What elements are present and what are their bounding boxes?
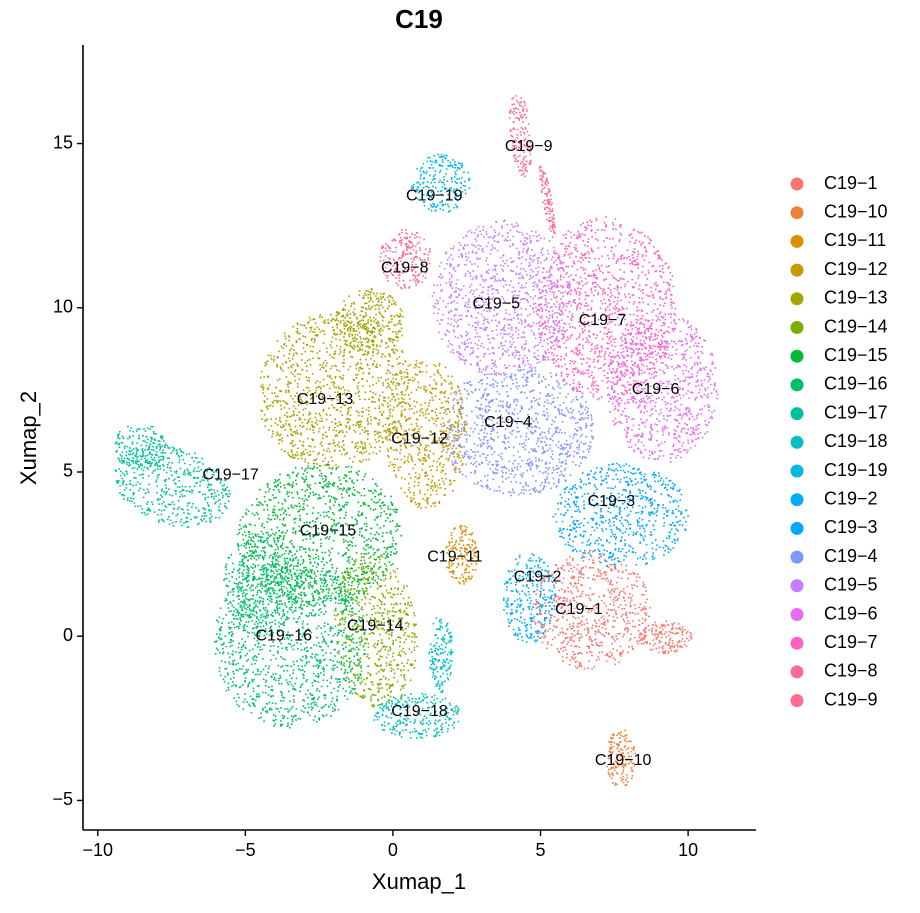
cluster-label: C19−9: [505, 138, 553, 155]
cluster-label: C19−18: [391, 703, 448, 720]
legend-label: C19−17: [824, 402, 888, 422]
cluster-label: C19−5: [472, 296, 520, 313]
point-cloud-C19−10: [606, 729, 637, 787]
legend-label: C19−2: [824, 488, 878, 508]
legend-swatch: [790, 349, 804, 363]
x-axis-title: Xumap_1: [372, 869, 466, 894]
point-cloud-C19−18: [373, 617, 460, 739]
legend-swatch: [790, 579, 804, 593]
legend-label: C19−3: [824, 517, 878, 537]
legend-swatch: [790, 694, 804, 708]
legend-label: C19−11: [824, 230, 886, 250]
legend-swatch: [790, 378, 804, 392]
point-cloud-C19−3: [552, 462, 689, 568]
y-axis-title: Xumap_2: [16, 391, 41, 485]
cluster-label: C19−17: [202, 466, 259, 483]
cluster-label: C19−1: [555, 601, 603, 618]
cluster-label: C19−4: [484, 414, 532, 431]
point-cloud-C19−15: [236, 462, 402, 608]
legend-swatch: [790, 493, 804, 507]
cluster-label: C19−13: [297, 391, 354, 408]
axes: −10 −5 0 5 10 −5 0 5 10 15: [52, 45, 756, 860]
cluster-label: C19−3: [588, 493, 636, 510]
point-cloud-C19−1: [532, 550, 693, 670]
legend-swatch: [790, 177, 804, 191]
legend-swatch: [790, 435, 804, 449]
point-cloud-C19−19: [411, 153, 471, 213]
legend-swatch: [790, 608, 804, 621]
legend-label: C19−4: [824, 546, 878, 566]
y-tick-label: 0: [63, 625, 73, 645]
legend-swatch: [790, 263, 804, 277]
cluster-label: C19−16: [255, 627, 312, 644]
cluster-label: C19−6: [632, 381, 680, 398]
legend-swatch: [790, 636, 804, 650]
point-cloud-C19−2: [503, 553, 557, 643]
legend-label: C19−6: [824, 603, 878, 623]
y-tick-label: 5: [63, 461, 73, 481]
legend-swatch: [790, 206, 804, 220]
point-cloud-C19−4: [441, 364, 594, 497]
x-tick-label: 10: [678, 840, 698, 860]
legend-label: C19−18: [824, 431, 888, 451]
legend-label: C19−9: [824, 689, 878, 709]
cluster-label: C19−8: [381, 260, 429, 277]
point-cloud-C19−13: [260, 288, 411, 469]
x-tick-label: 5: [536, 840, 546, 860]
point-cloud-C19−9: [509, 95, 557, 238]
cluster-label: C19−19: [406, 187, 463, 204]
point-cloud-C19−5: [431, 219, 575, 379]
cluster-labels: C19−1 C19−10 C19−11 C19−12 C19−13 C19−14 C19−1…: [202, 138, 679, 769]
legend-label: C19−10: [824, 201, 888, 221]
legend-label: C19−15: [824, 345, 888, 365]
point-cloud-C19−11: [445, 525, 478, 585]
legend-swatch: [790, 292, 804, 306]
point-cloud-C19−7: [535, 216, 677, 401]
x-tick-label: −10: [82, 840, 113, 860]
legend-label: C19−7: [824, 632, 878, 652]
legend-label: C19−16: [824, 374, 888, 394]
y-tick-label: −5: [52, 789, 73, 809]
legend-swatch: [790, 521, 804, 535]
legend-swatch: [790, 550, 804, 564]
legend-swatch: [790, 665, 804, 679]
point-cloud-C19−17: [114, 425, 231, 528]
cluster-label: C19−10: [595, 752, 652, 769]
legend-label: C19−5: [824, 575, 878, 595]
cluster-label: C19−11: [427, 549, 482, 566]
legend-label: C19−13: [824, 288, 888, 308]
cluster-label: C19−2: [514, 568, 562, 585]
legend-swatch: [790, 464, 804, 478]
x-tick-label: −5: [235, 840, 256, 860]
legend-label: C19−14: [824, 316, 888, 336]
legend-label: C19−12: [824, 259, 888, 279]
legend-swatch: [790, 407, 804, 421]
cluster-label: C19−12: [391, 430, 448, 447]
point-cloud-C19−8: [379, 229, 431, 290]
x-tick-label: 0: [388, 840, 398, 860]
cluster-label: C19−14: [347, 618, 404, 635]
cluster-label: C19−15: [300, 522, 357, 539]
legend-swatch: [790, 321, 804, 334]
cluster-label: C19−7: [579, 312, 627, 329]
chart-title: C19: [395, 4, 443, 34]
legend-label: C19−19: [824, 460, 888, 480]
legend-label: C19−1: [824, 173, 878, 193]
y-tick-label: 10: [53, 297, 73, 317]
legend-swatch: [790, 234, 804, 248]
y-tick-label: 15: [53, 132, 73, 152]
legend: C19−1 C19−10 C19−11 C19−12 C19−13 C19−14 C19−1…: [790, 173, 888, 709]
legend-label: C19−8: [824, 661, 878, 681]
point-cloud-C19−16: [214, 532, 366, 729]
point-clouds: [114, 95, 719, 787]
